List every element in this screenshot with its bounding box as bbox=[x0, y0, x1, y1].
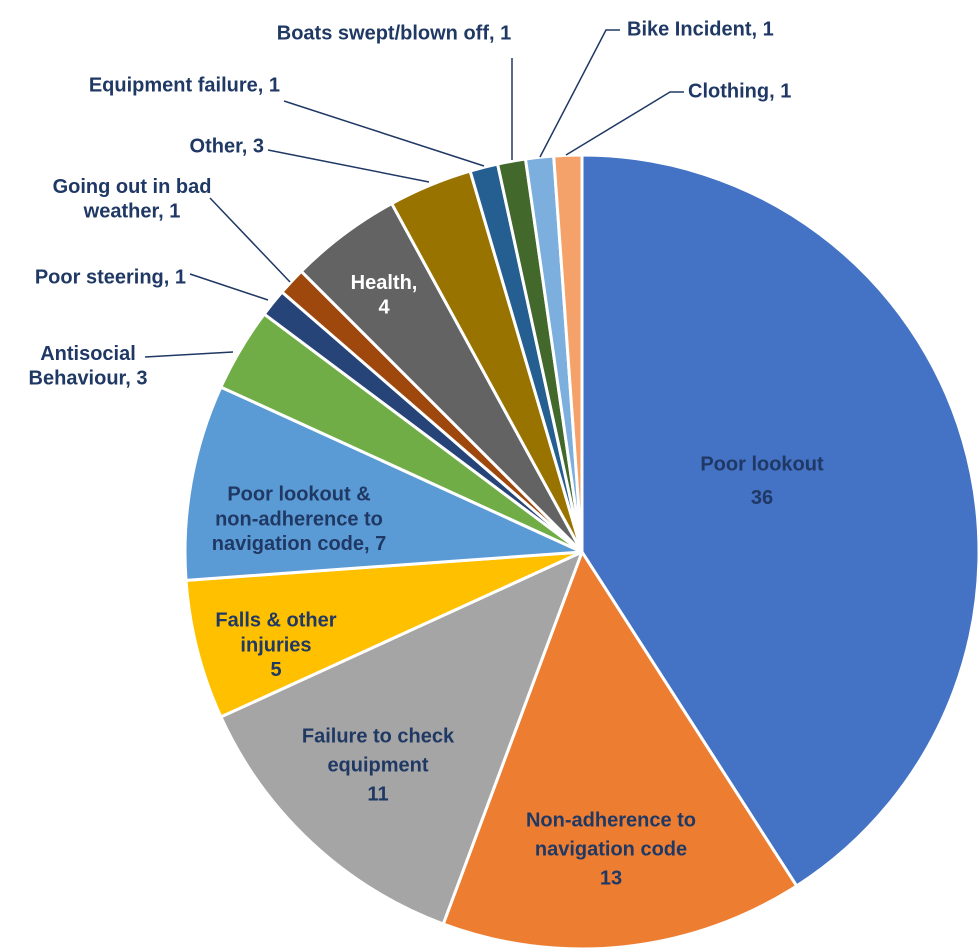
label-antisocial-behaviour: Antisocial Behaviour, 3 bbox=[29, 343, 148, 390]
slice-failure-to-check-equipment bbox=[219, 550, 584, 926]
label-going-out-in-bad-weather: Going out in bad weather, 1 bbox=[53, 176, 212, 223]
label-falls-other-injuries: Falls & other injuries 5 bbox=[215, 609, 336, 681]
label-other: Other, 3 bbox=[190, 135, 264, 157]
slice-labels: Poor lookout 36 Non-adherence to navigation… bbox=[29, 18, 824, 889]
label-health: Health, 4 bbox=[351, 272, 418, 319]
label-clothing: Clothing, 1 bbox=[688, 80, 791, 102]
leader-line-going-out-in-bad-weather bbox=[209, 197, 291, 283]
leader-line-antisocial-behaviour bbox=[144, 351, 234, 358]
leader-lines bbox=[144, 29, 684, 358]
label-non-adherence-to-navigation-code: Non-adherence to navigation code 13 bbox=[526, 809, 696, 889]
leader-line-poor-steering bbox=[189, 273, 269, 301]
slice-non-adherence-to-navigation-code bbox=[441, 550, 799, 951]
slice-clothing bbox=[552, 153, 584, 554]
leader-line-other bbox=[267, 149, 430, 183]
leader-line-equipment-failure bbox=[283, 100, 485, 167]
label-poor-lookout: Poor lookout 36 bbox=[700, 454, 824, 509]
slice-falls-other-injuries bbox=[184, 550, 584, 719]
slice-poor-lookout-non-adherence-to-navigation-code bbox=[183, 385, 584, 582]
label-poor-lookout-non-adherence-to-navigation-code: Poor lookout & non-adherence to navigation… bbox=[212, 483, 386, 555]
leader-line-clothing bbox=[565, 91, 684, 156]
label-equipment-failure: Equipment failure, 1 bbox=[89, 74, 280, 96]
label-bike-incident: Bike Incident, 1 bbox=[627, 18, 774, 40]
label-poor-steering: Poor steering, 1 bbox=[35, 266, 186, 288]
label-failure-to-check-equipment: Failure to check equipment 11 bbox=[302, 725, 455, 805]
pie-slices bbox=[183, 153, 979, 951]
slice-poor-lookout bbox=[580, 153, 979, 888]
leader-line-bike-incident bbox=[539, 29, 620, 158]
label-boats-swept-blown-off: Boats swept/blown off, 1 bbox=[277, 22, 511, 44]
